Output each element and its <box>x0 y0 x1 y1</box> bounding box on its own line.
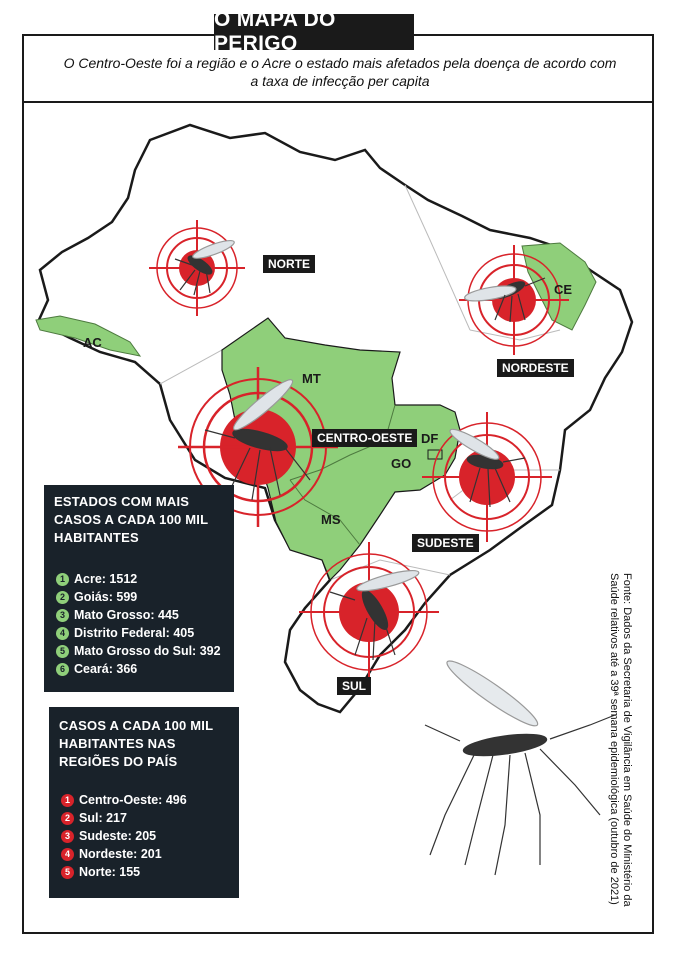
list-item-label: Centro-Oeste: 496 <box>79 793 187 807</box>
states-panel-title: ESTADOS COM MAIS CASOS A CADA 100 MIL HA… <box>54 494 209 545</box>
page-subtitle: O Centro-Oeste foi a região e o Acre o e… <box>63 55 617 89</box>
list-item-label: Goiás: 599 <box>74 590 138 604</box>
target-nordeste <box>459 245 569 355</box>
source-note: Fonte: Dados da Secretaria de Vigilância… <box>608 573 633 907</box>
state-label-ms: MS <box>321 512 341 527</box>
page-title: O MAPA DO PERIGO <box>214 8 414 55</box>
rank-badge: 3 <box>61 829 74 843</box>
states-ranking-panel: ESTADOS COM MAIS CASOS A CADA 100 MIL HA… <box>44 485 234 692</box>
list-item-label: Mato Grosso: 445 <box>74 608 179 622</box>
state-label-mt: MT <box>302 371 321 386</box>
state-label-ac: AC <box>83 335 102 350</box>
list-item-label: Norte: 155 <box>79 865 141 879</box>
state-label-ce: CE <box>554 282 573 297</box>
rank-badge: 3 <box>56 608 69 622</box>
regions-ranking-panel: CASOS A CADA 100 MIL HABITANTES NAS REGI… <box>49 707 239 898</box>
states-list: 1 Acre: 1512 2 Goiás: 599 3 Mato Grosso: 44… <box>56 570 221 678</box>
rank-badge: 2 <box>61 811 74 825</box>
list-item: 4 Distrito Federal: 405 <box>56 624 221 642</box>
rank-badge: 1 <box>56 572 69 586</box>
list-item-label: Sul: 217 <box>79 811 127 825</box>
region-label-nordeste: NORDESTE <box>497 359 574 377</box>
list-item: 2 Sul: 217 <box>61 809 187 827</box>
state-label-go: GO <box>391 456 412 471</box>
rank-badge: 5 <box>61 865 74 879</box>
list-item: 1 Acre: 1512 <box>56 570 221 588</box>
list-item-label: Sudeste: 205 <box>79 829 157 843</box>
regions-panel-title: CASOS A CADA 100 MIL HABITANTES NAS REGI… <box>59 718 214 769</box>
list-item: 4 Nordeste: 201 <box>61 845 187 863</box>
ms-border <box>289 479 361 546</box>
list-item: 1 Centro-Oeste: 496 <box>61 791 187 809</box>
list-item: 2 Goiás: 599 <box>56 588 221 606</box>
list-item: 5 Norte: 155 <box>61 863 187 881</box>
list-item-label: Acre: 1512 <box>74 572 138 586</box>
list-item: 5 Mato Grosso do Sul: 392 <box>56 642 221 660</box>
list-item-label: Mato Grosso do Sul: 392 <box>74 644 221 658</box>
region-label-centro-oeste: CENTRO-OESTE <box>312 429 418 447</box>
list-item-label: Ceará: 366 <box>74 662 138 676</box>
list-item: 3 Mato Grosso: 445 <box>56 606 221 624</box>
rank-badge: 4 <box>56 626 69 640</box>
region-label-sul: SUL <box>337 677 371 695</box>
list-item: 6 Ceará: 366 <box>56 660 221 678</box>
list-item-label: Distrito Federal: 405 <box>74 626 195 640</box>
list-item: 3 Sudeste: 205 <box>61 827 187 845</box>
region-label-sudeste: SUDESTE <box>412 534 479 552</box>
list-item-label: Nordeste: 201 <box>79 847 162 861</box>
regions-list: 1 Centro-Oeste: 496 2 Sul: 217 3 Sudeste: 2… <box>61 791 187 881</box>
region-label-norte: NORTE <box>263 255 315 273</box>
rank-badge: 4 <box>61 847 74 861</box>
header-divider <box>22 101 654 103</box>
state-ceara <box>521 242 597 331</box>
mosquito-icon <box>174 239 616 876</box>
state-acre <box>35 315 142 357</box>
rank-badge: 6 <box>56 662 69 676</box>
rank-badge: 1 <box>61 793 74 807</box>
state-df <box>427 449 443 460</box>
rank-badge: 2 <box>56 590 69 604</box>
state-label-df: DF <box>421 431 439 446</box>
mt-go-border <box>289 404 396 481</box>
rank-badge: 5 <box>56 644 69 658</box>
